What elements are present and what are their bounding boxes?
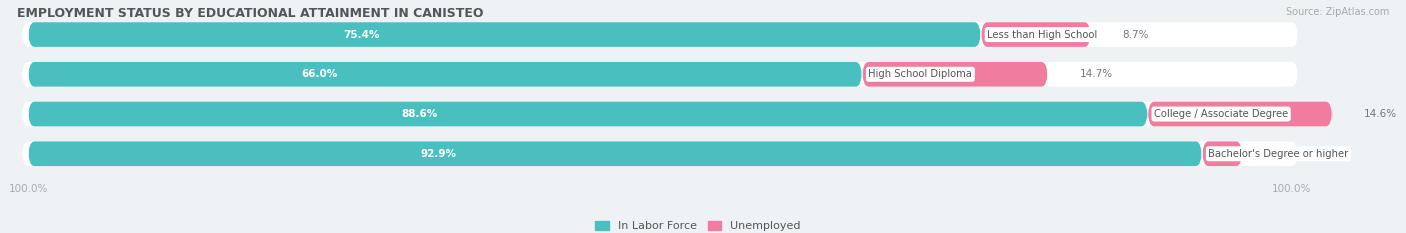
Text: 75.4%: 75.4% bbox=[343, 30, 380, 40]
FancyBboxPatch shape bbox=[28, 22, 981, 47]
Text: 92.9%: 92.9% bbox=[420, 149, 457, 159]
FancyBboxPatch shape bbox=[21, 141, 1298, 166]
Text: 8.7%: 8.7% bbox=[1122, 30, 1149, 40]
Text: 66.0%: 66.0% bbox=[302, 69, 337, 79]
Legend: In Labor Force, Unemployed: In Labor Force, Unemployed bbox=[595, 221, 800, 231]
Text: 100.0%: 100.0% bbox=[1272, 184, 1312, 194]
FancyBboxPatch shape bbox=[28, 141, 1202, 166]
Text: 100.0%: 100.0% bbox=[8, 184, 48, 194]
Text: Less than High School: Less than High School bbox=[987, 30, 1098, 40]
FancyBboxPatch shape bbox=[862, 62, 1047, 87]
Text: College / Associate Degree: College / Associate Degree bbox=[1154, 109, 1288, 119]
FancyBboxPatch shape bbox=[981, 22, 1091, 47]
Text: Bachelor's Degree or higher: Bachelor's Degree or higher bbox=[1208, 149, 1348, 159]
FancyBboxPatch shape bbox=[1202, 141, 1243, 166]
FancyBboxPatch shape bbox=[21, 102, 1298, 126]
FancyBboxPatch shape bbox=[21, 62, 1298, 87]
Text: 3.2%: 3.2% bbox=[1274, 149, 1301, 159]
FancyBboxPatch shape bbox=[1147, 102, 1333, 126]
Text: Source: ZipAtlas.com: Source: ZipAtlas.com bbox=[1285, 7, 1389, 17]
FancyBboxPatch shape bbox=[28, 62, 862, 87]
Text: High School Diploma: High School Diploma bbox=[869, 69, 973, 79]
Text: EMPLOYMENT STATUS BY EDUCATIONAL ATTAINMENT IN CANISTEO: EMPLOYMENT STATUS BY EDUCATIONAL ATTAINM… bbox=[17, 7, 484, 20]
FancyBboxPatch shape bbox=[28, 102, 1147, 126]
Text: 88.6%: 88.6% bbox=[402, 109, 439, 119]
FancyBboxPatch shape bbox=[21, 22, 1298, 47]
Text: 14.7%: 14.7% bbox=[1080, 69, 1112, 79]
Text: 14.6%: 14.6% bbox=[1364, 109, 1398, 119]
